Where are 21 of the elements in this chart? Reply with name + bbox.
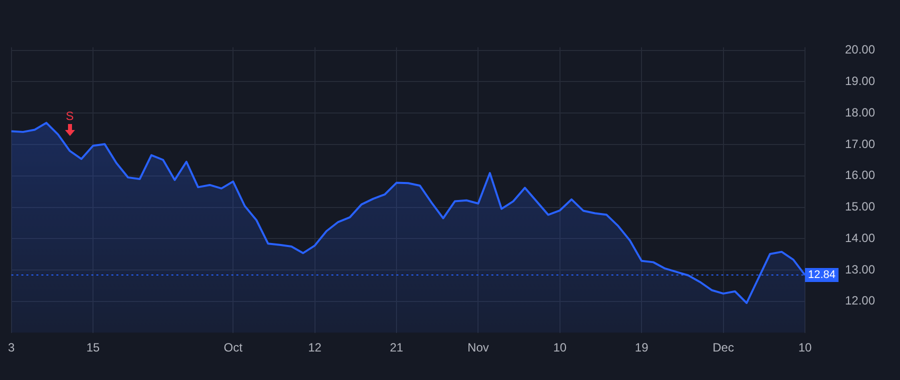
- x-tick-label: Nov: [468, 340, 489, 354]
- y-tick-label: 16.00: [845, 168, 876, 182]
- x-tick-label: 15: [86, 340, 100, 354]
- x-tick-label: 12: [308, 340, 322, 354]
- y-tick-label: 18.00: [845, 105, 876, 120]
- ref-line-label: 12.84: [808, 269, 836, 282]
- x-tick-label: 19: [634, 340, 649, 354]
- x-tick-label: 10: [798, 340, 812, 354]
- y-tick-label: 12.00: [845, 294, 876, 308]
- x-tick-label: 21: [390, 340, 404, 354]
- x-tick-label: Oct: [224, 340, 244, 354]
- y-tick-label: 14.00: [845, 230, 876, 245]
- x-tick-label: 10: [553, 340, 567, 354]
- y-tick-label: 20.00: [845, 42, 876, 57]
- y-tick-label: 13.00: [845, 262, 876, 276]
- y-tick-label: 17.00: [845, 136, 876, 151]
- y-tick-label: 15.00: [845, 200, 876, 214]
- x-tick-label: 3: [8, 340, 15, 354]
- y-tick-label: 19.00: [845, 74, 876, 88]
- x-tick-label: Dec: [712, 340, 734, 354]
- annotation: S: [66, 109, 74, 124]
